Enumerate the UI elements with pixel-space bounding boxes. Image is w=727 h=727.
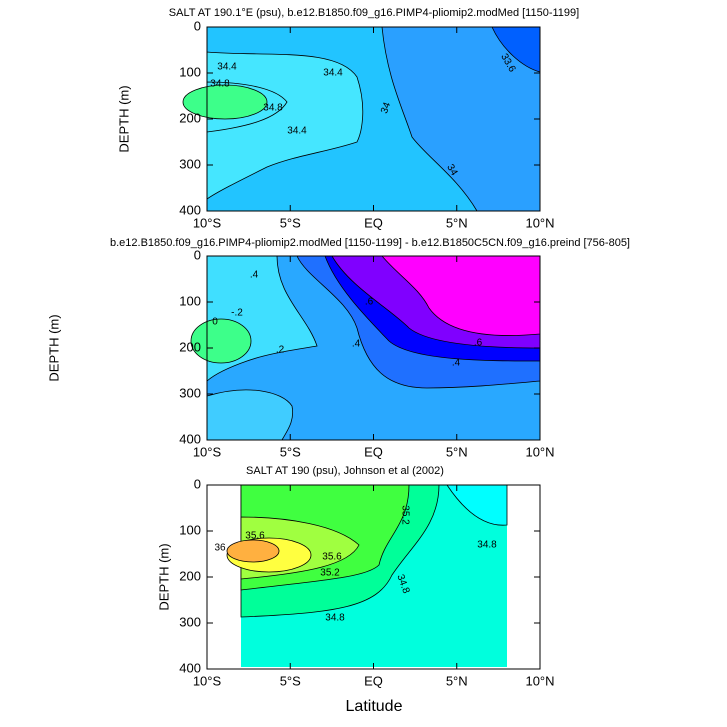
y-tick-label: 300 [179, 156, 201, 171]
x-tick-label: 10°S [193, 215, 222, 230]
y-tick-label: 200 [179, 339, 201, 354]
x-tick-label: 10°N [525, 673, 554, 688]
contour-label: 34.4 [287, 126, 307, 137]
contour-label: 34.4 [323, 68, 343, 79]
contour-label: 34.8 [477, 540, 497, 551]
y-tick-label: 300 [179, 385, 201, 400]
contour-label: -.2 [231, 308, 243, 319]
x-tick-label: 10°S [193, 673, 222, 688]
chart-title: SALT AT 190 (psu), Johnson et al (2002) [246, 465, 444, 477]
y-tick-label: 200 [179, 568, 201, 583]
y-tick-label: 400 [179, 660, 201, 675]
x-tick-label: 5°S [280, 673, 301, 688]
x-axis-label: Latitude [346, 698, 403, 715]
y-tick-label: 100 [179, 293, 201, 308]
contour-label: .4 [352, 339, 361, 350]
contour-label: 34 [444, 163, 459, 179]
contour-label: 36 [214, 543, 226, 554]
y-tick-label: 0 [194, 476, 201, 491]
y-tick-label: 0 [194, 247, 201, 262]
contour-label: 35.6 [322, 552, 342, 563]
contour-label: 35.6 [245, 531, 265, 542]
x-tick-label: 5°S [280, 444, 301, 459]
contour-label: 0 [212, 317, 218, 328]
x-tick-label: 10°N [525, 215, 554, 230]
y-tick-label: 400 [179, 202, 201, 217]
x-tick-label: 5°N [446, 444, 468, 459]
x-tick-label: 5°N [446, 215, 468, 230]
x-tick-label: EQ [364, 215, 383, 230]
contour-fills: .4 -.2 0 .2 .6 .4 .6 .4 [190, 255, 541, 441]
contour-label: .4 [452, 358, 461, 369]
chart-title: b.e12.B1850.f09_g16.PIMP4-pliomip2.modMe… [110, 237, 630, 249]
y-tick-label: 100 [179, 64, 201, 79]
y-axis-label: DEPTH (m) [116, 85, 131, 152]
contour-label: 34 [379, 101, 393, 116]
contour-label: 35.2 [399, 505, 410, 525]
y-axis-label: DEPTH (m) [156, 543, 171, 610]
contour-label: 34.8 [263, 103, 283, 114]
y-axis-label: DEPTH (m) [46, 314, 61, 381]
x-tick-label: EQ [364, 673, 383, 688]
x-tick-label: 5°N [446, 673, 468, 688]
chart-title: SALT AT 190.1°E (psu), b.e12.B1850.f09_g… [169, 7, 579, 19]
contour-label: .4 [250, 270, 259, 281]
contour-label: 34.8 [210, 79, 230, 90]
y-tick-label: 200 [179, 110, 201, 125]
contour-label: 34.4 [217, 62, 237, 73]
contour-label: 34.8 [325, 613, 345, 624]
y-tick-label: 0 [194, 18, 201, 33]
contour-label: .6 [365, 297, 374, 308]
contour-label: 35.2 [320, 568, 340, 579]
contour-label: .2 [276, 345, 285, 356]
x-tick-label: 5°S [280, 215, 301, 230]
x-tick-label: 10°N [525, 444, 554, 459]
x-tick-label: EQ [364, 444, 383, 459]
x-tick-label: 10°S [193, 444, 222, 459]
y-tick-label: 100 [179, 522, 201, 537]
y-tick-label: 300 [179, 614, 201, 629]
y-tick-label: 400 [179, 431, 201, 446]
contour-label: .6 [474, 338, 483, 349]
